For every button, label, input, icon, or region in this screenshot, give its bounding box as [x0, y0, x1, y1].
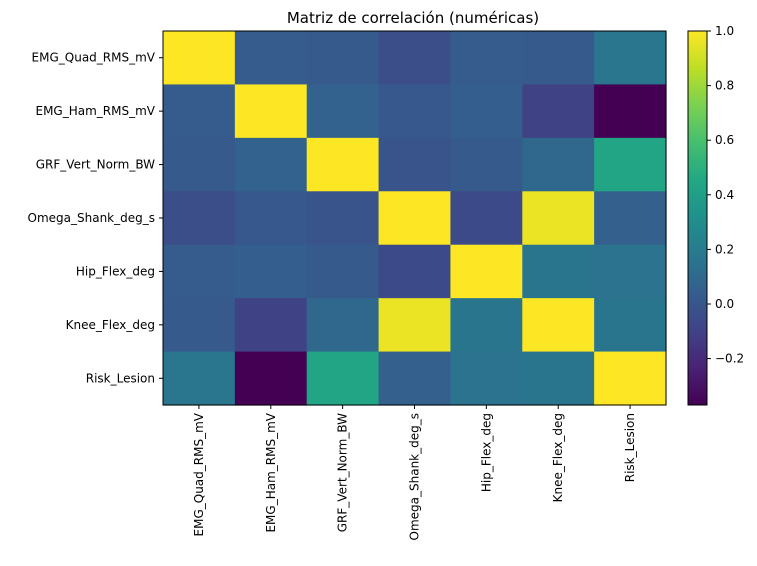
heatmap-cells	[163, 31, 667, 406]
heatmap-cell	[378, 137, 452, 192]
heatmap-cell	[234, 244, 308, 299]
colorbar-tick-label: 1.0	[715, 24, 734, 38]
heatmap-cell	[594, 137, 667, 192]
heatmap-cell	[378, 244, 452, 299]
heatmap-cell	[522, 137, 595, 192]
x-tick-label: GRF_Vert_Norm_BW	[336, 413, 350, 532]
heatmap-cell	[163, 137, 236, 192]
heatmap-cell	[522, 244, 595, 299]
heatmap-cell	[450, 298, 523, 353]
x-tick-label: Risk_Lesion	[623, 413, 637, 482]
heatmap-cell	[594, 191, 667, 246]
heatmap-cell	[450, 191, 523, 246]
heatmap-cell	[163, 31, 236, 86]
heatmap-cell	[450, 31, 523, 86]
x-tick-label: Knee_Flex_deg	[551, 413, 565, 502]
colorbar-tick-label: 0.8	[715, 79, 734, 93]
y-tick-label: EMG_Ham_RMS_mV	[35, 104, 155, 118]
heatmap-cell	[306, 351, 380, 406]
x-tick-label: EMG_Quad_RMS_mV	[192, 412, 206, 536]
heatmap-cell	[163, 191, 236, 246]
heatmap-cell	[163, 351, 236, 406]
chart-title: Matriz de correlación (numéricas)	[287, 9, 539, 27]
heatmap-cell	[594, 244, 667, 299]
colorbar: 1.0 0.8 0.6 0.4 0.2 0.0 −0.2	[687, 24, 744, 406]
colorbar-tick-label: 0.0	[715, 297, 734, 311]
heatmap-cell	[450, 244, 523, 299]
x-tick-label: Omega_Shank_deg_s	[408, 413, 422, 541]
heatmap-cell	[306, 298, 380, 353]
heatmap-cell	[234, 84, 308, 139]
heatmap-cell	[378, 31, 452, 86]
heatmap-cell	[234, 298, 308, 353]
heatmap-cell	[234, 191, 308, 246]
x-tick-label: Hip_Flex_deg	[479, 413, 493, 492]
colorbar-tick-label: −0.2	[715, 352, 744, 366]
heatmap-cell	[306, 84, 380, 139]
heatmap-cell	[163, 244, 236, 299]
colorbar-scale	[687, 30, 708, 406]
y-tick-label: EMG_Quad_RMS_mV	[32, 51, 156, 65]
heatmap-cell	[450, 351, 523, 406]
y-tick-label: Knee_Flex_deg	[66, 318, 155, 332]
heatmap-cell	[378, 191, 452, 246]
heatmap-cell	[234, 351, 308, 406]
heatmap-cell	[450, 84, 523, 139]
heatmap-cell	[234, 31, 308, 86]
heatmap-cell	[306, 244, 380, 299]
y-tick-label: Risk_Lesion	[86, 371, 155, 385]
x-tick-label: EMG_Ham_RMS_mV	[264, 412, 278, 532]
heatmap-cell	[594, 31, 667, 86]
heatmap-cell	[522, 31, 595, 86]
y-tick-label: Hip_Flex_deg	[76, 264, 155, 278]
heatmap-cell	[234, 137, 308, 192]
heatmap-cell	[163, 84, 236, 139]
y-tick-label: Omega_Shank_deg_s	[28, 211, 156, 225]
x-axis: EMG_Quad_RMS_mV EMG_Ham_RMS_mV GRF_Vert_No…	[192, 405, 637, 541]
colorbar-tick-label: 0.4	[715, 188, 734, 202]
heatmap-cell	[450, 137, 523, 192]
heatmap-cell	[594, 298, 667, 353]
heatmap-cell	[594, 84, 667, 139]
heatmap-cell	[594, 351, 667, 406]
heatmap-cell	[378, 84, 452, 139]
heatmap-cell	[306, 191, 380, 246]
heatmap-cell	[522, 84, 595, 139]
colorbar-tick-label: 0.6	[715, 133, 734, 147]
heatmap-cell	[378, 298, 452, 353]
heatmap-cell	[522, 191, 595, 246]
heatmap-cell	[378, 351, 452, 406]
colorbar-tick-label: 0.2	[715, 242, 734, 256]
heatmap-cell	[522, 298, 595, 353]
heatmap-cell	[306, 137, 380, 192]
y-tick-label: GRF_Vert_Norm_BW	[36, 158, 155, 172]
heatmap-cell	[163, 298, 236, 353]
y-axis: EMG_Quad_RMS_mV EMG_Ham_RMS_mV GRF_Vert_No…	[28, 51, 163, 385]
heatmap-cell	[306, 31, 380, 86]
heatmap-cell	[522, 351, 595, 406]
